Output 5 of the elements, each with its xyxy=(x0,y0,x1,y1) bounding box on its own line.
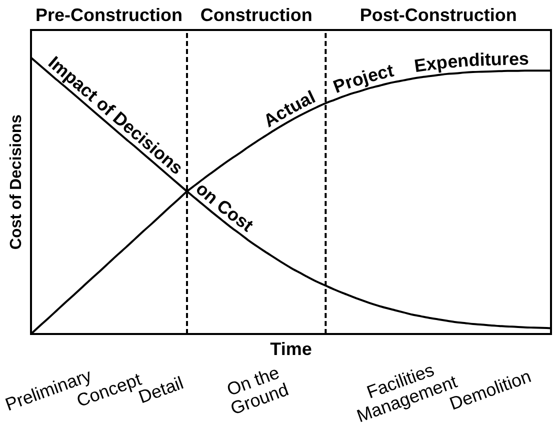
x-axis-title: Time xyxy=(270,339,312,359)
text: Construction xyxy=(200,5,312,25)
text: Pre-Construction xyxy=(35,5,183,25)
text: Post-Construction xyxy=(360,5,517,25)
y-axis-title: Cost of Decisions xyxy=(8,114,25,250)
